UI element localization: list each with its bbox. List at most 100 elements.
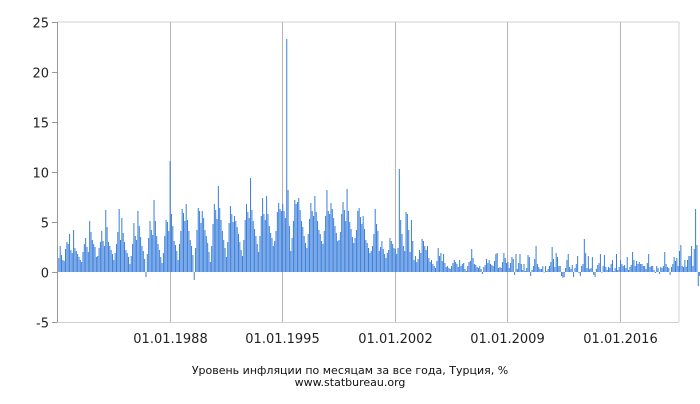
inflation-bar: [166, 222, 168, 272]
inflation-bar: [683, 267, 685, 272]
inflation-bar: [173, 241, 175, 272]
inflation-bar: [582, 264, 584, 272]
inflation-bar: [547, 269, 549, 272]
inflation-bar: [398, 169, 400, 272]
axis-layer: 01.01.1988 01.01.1995 01.01.2002 01.01.2009…: [32, 17, 679, 347]
inflation-bar: [542, 266, 544, 272]
inflation-bar: [109, 246, 111, 272]
inflation-bar: [569, 267, 571, 272]
inflation-bar: [472, 258, 474, 272]
inflation-bar: [188, 231, 190, 272]
inflation-bar: [141, 246, 143, 272]
inflation-bar: [670, 267, 672, 272]
inflation-bar: [601, 272, 603, 273]
inflation-bar: [118, 209, 120, 272]
inflation-bar: [224, 248, 226, 272]
inflation-bar: [630, 265, 632, 272]
inflation-bar: [137, 211, 139, 272]
inflation-bar: [593, 272, 595, 275]
inflation-bar: [492, 266, 494, 272]
inflation-bar: [323, 231, 325, 272]
inflation-bar: [98, 248, 100, 272]
y-tick-label: 20: [32, 67, 49, 82]
inflation-bar: [429, 262, 431, 272]
inflation-bar: [90, 232, 92, 272]
inflation-bar: [386, 253, 388, 272]
inflation-bar: [247, 212, 249, 272]
inflation-bar: [382, 249, 384, 272]
inflation-bar: [177, 260, 179, 272]
inflation-bar: [674, 261, 676, 272]
inflation-bar: [274, 241, 276, 272]
inflation-bar: [219, 208, 221, 272]
inflation-bar: [229, 206, 231, 272]
inflation-bar: [254, 229, 256, 272]
inflation-bar: [373, 234, 375, 272]
inflation-bar: [449, 269, 451, 272]
inflation-bar: [331, 209, 333, 272]
inflation-bar: [491, 265, 493, 272]
inflation-bar: [276, 212, 278, 272]
inflation-bar: [255, 236, 257, 272]
inflation-bar: [302, 227, 304, 272]
inflation-bar: [237, 234, 239, 272]
inflation-bar: [523, 264, 525, 272]
inflation-bar: [184, 221, 186, 272]
inflation-bar: [536, 264, 538, 272]
inflation-bar: [149, 221, 151, 272]
inflation-bar: [507, 262, 509, 272]
inflation-bar: [590, 268, 592, 272]
inflation-bar: [207, 243, 209, 272]
inflation-bar: [59, 246, 61, 272]
inflation-bar: [363, 229, 365, 272]
inflation-bar: [676, 258, 678, 272]
inflation-bar: [512, 259, 514, 272]
inflation-bar: [475, 265, 477, 272]
bars-layer: [57, 39, 700, 286]
inflation-bar: [376, 224, 378, 272]
inflation-bar: [400, 220, 402, 272]
inflation-bar: [121, 218, 123, 272]
inflation-bar: [378, 251, 380, 272]
inflation-bar: [487, 263, 489, 272]
inflation-bar: [310, 203, 312, 272]
inflation-bar: [652, 266, 654, 272]
inflation-bar: [394, 249, 396, 272]
inflation-bar: [216, 219, 218, 272]
inflation-bar: [95, 257, 97, 272]
inflation-bar: [286, 39, 288, 272]
inflation-bar: [496, 253, 498, 272]
inflation-bar: [124, 242, 126, 272]
inflation-bar: [506, 263, 508, 272]
inflation-bar: [664, 252, 666, 272]
inflation-bar: [335, 233, 337, 272]
inflation-bar: [426, 246, 428, 272]
inflation-bar: [221, 231, 223, 272]
x-tick-label: 01.01.2009: [470, 332, 544, 347]
inflation-bar: [67, 244, 69, 272]
inflation-bar: [679, 251, 681, 272]
inflation-bar: [504, 258, 506, 272]
inflation-bar: [309, 219, 311, 272]
inflation-bar: [267, 214, 269, 272]
inflation-bar: [325, 216, 327, 272]
inflation-bar: [212, 224, 214, 272]
inflation-bar: [406, 214, 408, 272]
inflation-bar: [579, 272, 581, 276]
inflation-bar: [129, 264, 131, 272]
inflation-bar: [318, 230, 320, 272]
inflation-bar: [169, 161, 171, 272]
inflation-bar: [170, 214, 172, 272]
inflation-bar: [315, 212, 317, 272]
inflation-bar: [555, 253, 557, 272]
inflation-bar: [610, 264, 612, 272]
inflation-bar: [341, 214, 343, 272]
inflation-bar: [337, 241, 339, 272]
inflation-bar: [89, 221, 91, 272]
inflation-bar: [692, 266, 694, 272]
inflation-bar: [452, 263, 454, 272]
inflation-bar: [605, 267, 607, 272]
inflation-bar: [583, 239, 585, 272]
inflation-bar: [381, 241, 383, 272]
inflation-bar: [354, 238, 356, 272]
